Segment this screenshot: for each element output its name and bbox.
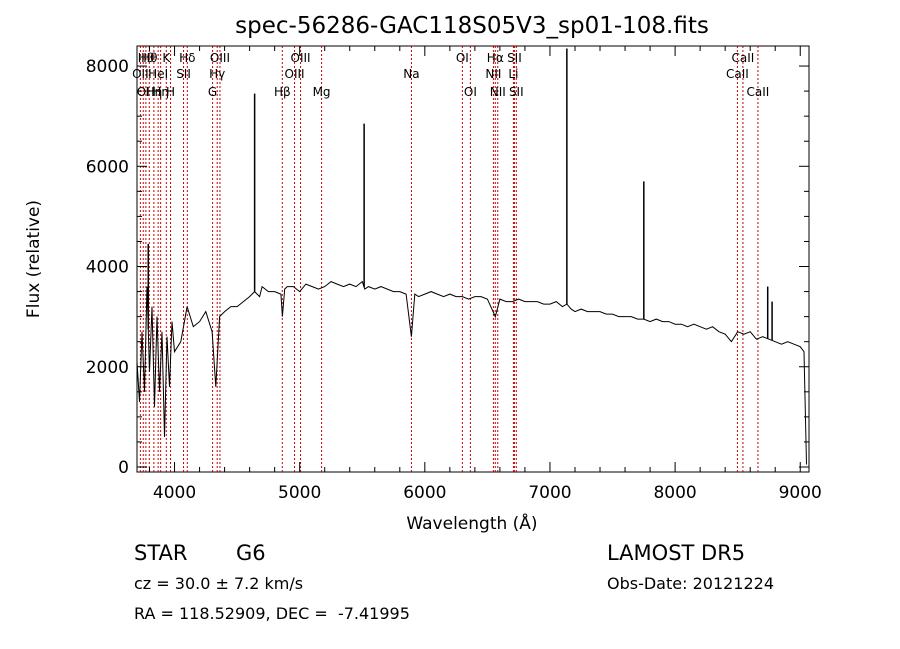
- line-marker-label: Li: [508, 67, 518, 81]
- line-marker-label: OIII: [285, 67, 305, 81]
- line-marker-label: Hθ: [138, 51, 154, 65]
- line-marker-label: Na: [403, 67, 419, 81]
- line-marker-label: Hη: [152, 85, 169, 99]
- line-marker-label: OI: [456, 51, 469, 65]
- line-marker-label: NII: [490, 85, 506, 99]
- line-marker-label: Hγ: [209, 67, 225, 81]
- emission-spikes: [147, 48, 773, 341]
- x-tick-label: 7000: [528, 483, 571, 503]
- y-axis-ticks: 0 2000 4000 6000 8000: [86, 57, 809, 478]
- x-tick-label: 9000: [779, 483, 822, 503]
- x-tick-label: 5000: [278, 483, 321, 503]
- line-marker-label: Hα: [487, 51, 504, 65]
- line-marker-label: CaII: [732, 51, 755, 65]
- survey-name: LAMOST DR5: [607, 541, 746, 565]
- line-marker-label: H: [166, 85, 175, 99]
- line-marker-label: NII: [485, 67, 501, 81]
- line-marker-label: G: [208, 85, 217, 99]
- line-marker-label: CaII: [747, 85, 770, 99]
- line-marker-label: K: [162, 51, 171, 65]
- line-marker-label: OIII: [291, 51, 311, 65]
- line-marker-label: HeI: [148, 67, 168, 81]
- line-marker-label: Hη: [146, 85, 163, 99]
- chart-title: spec-56286-GAC118S05V3_sp01-108.fits: [235, 13, 709, 39]
- object-subclass: G6: [236, 541, 266, 565]
- x-tick-label: 6000: [403, 483, 446, 503]
- x-tick-label: 4000: [153, 483, 196, 503]
- y-tick-label: 4000: [86, 258, 129, 278]
- line-marker-label: OI: [464, 85, 477, 99]
- line-marker-label: Hθ: [141, 51, 157, 65]
- y-tick-label: 6000: [86, 157, 129, 177]
- y-axis-label: Flux (relative): [24, 200, 44, 318]
- spectrum-line: [136, 280, 807, 465]
- x-axis-label: Wavelength (Å): [406, 512, 537, 534]
- line-marker-label: OIII: [210, 51, 230, 65]
- coordinates-line: RA = 118.52909, DEC = -7.41995: [134, 604, 410, 623]
- y-tick-label: 0: [118, 458, 129, 478]
- object-class: STAR: [134, 541, 188, 565]
- x-axis-ticks: 4000 5000 6000 7000 8000 9000: [149, 46, 822, 503]
- y-tick-label: 2000: [86, 358, 129, 378]
- spectral-line-markers: [139, 46, 759, 472]
- redshift-line: cz = 30.0 ± 7.2 km/s: [134, 574, 304, 593]
- line-marker-label: Hδ: [179, 51, 195, 65]
- y-tick-label: 8000: [86, 57, 129, 77]
- line-marker-label: SII: [507, 51, 522, 65]
- spectral-line-labels: OIIOIHθHθHηHeIHηKHSIIHδGHγOIIIHβOIIIOIII…: [132, 51, 769, 99]
- line-marker-label: SII: [176, 67, 191, 81]
- line-marker-label: Hβ: [274, 85, 291, 99]
- obs-date-line: Obs-Date: 20121224: [607, 574, 775, 593]
- line-marker-label: OI: [137, 85, 150, 99]
- plot-frame: [136, 45, 810, 473]
- line-marker-label: CaII: [726, 67, 749, 81]
- line-marker-label: OII: [132, 67, 149, 81]
- line-marker-label: Mg: [313, 85, 331, 99]
- line-marker-label: SII: [509, 85, 524, 99]
- x-tick-label: 8000: [653, 483, 696, 503]
